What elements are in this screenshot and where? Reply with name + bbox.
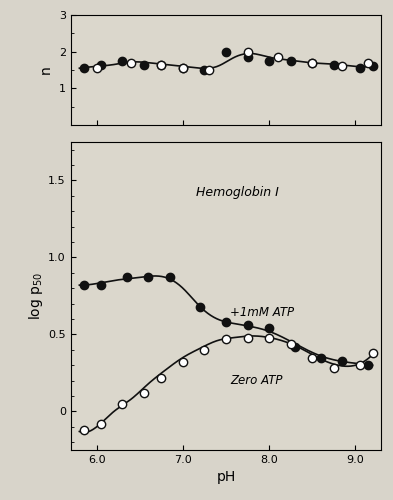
X-axis label: pH: pH (217, 470, 235, 484)
Y-axis label: n: n (39, 66, 53, 74)
Y-axis label: log p$_{50}$: log p$_{50}$ (28, 272, 46, 320)
Text: Zero ATP: Zero ATP (230, 374, 283, 386)
Text: Hemoglobin I: Hemoglobin I (196, 186, 279, 198)
Text: +1mM ATP: +1mM ATP (230, 306, 294, 319)
